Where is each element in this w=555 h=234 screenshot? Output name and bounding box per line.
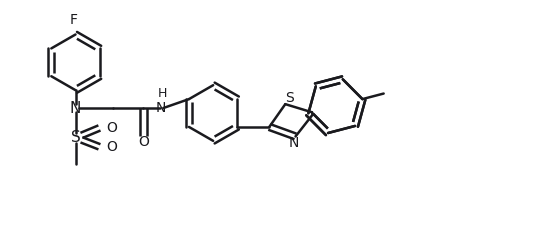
Text: O: O	[107, 140, 117, 154]
Text: N: N	[289, 136, 299, 150]
Text: S: S	[285, 91, 294, 105]
Text: S: S	[70, 130, 80, 145]
Text: O: O	[107, 121, 117, 135]
Text: N: N	[156, 101, 166, 115]
Text: H: H	[158, 87, 167, 100]
Text: N: N	[70, 101, 81, 116]
Text: F: F	[69, 13, 78, 26]
Text: O: O	[138, 135, 149, 149]
